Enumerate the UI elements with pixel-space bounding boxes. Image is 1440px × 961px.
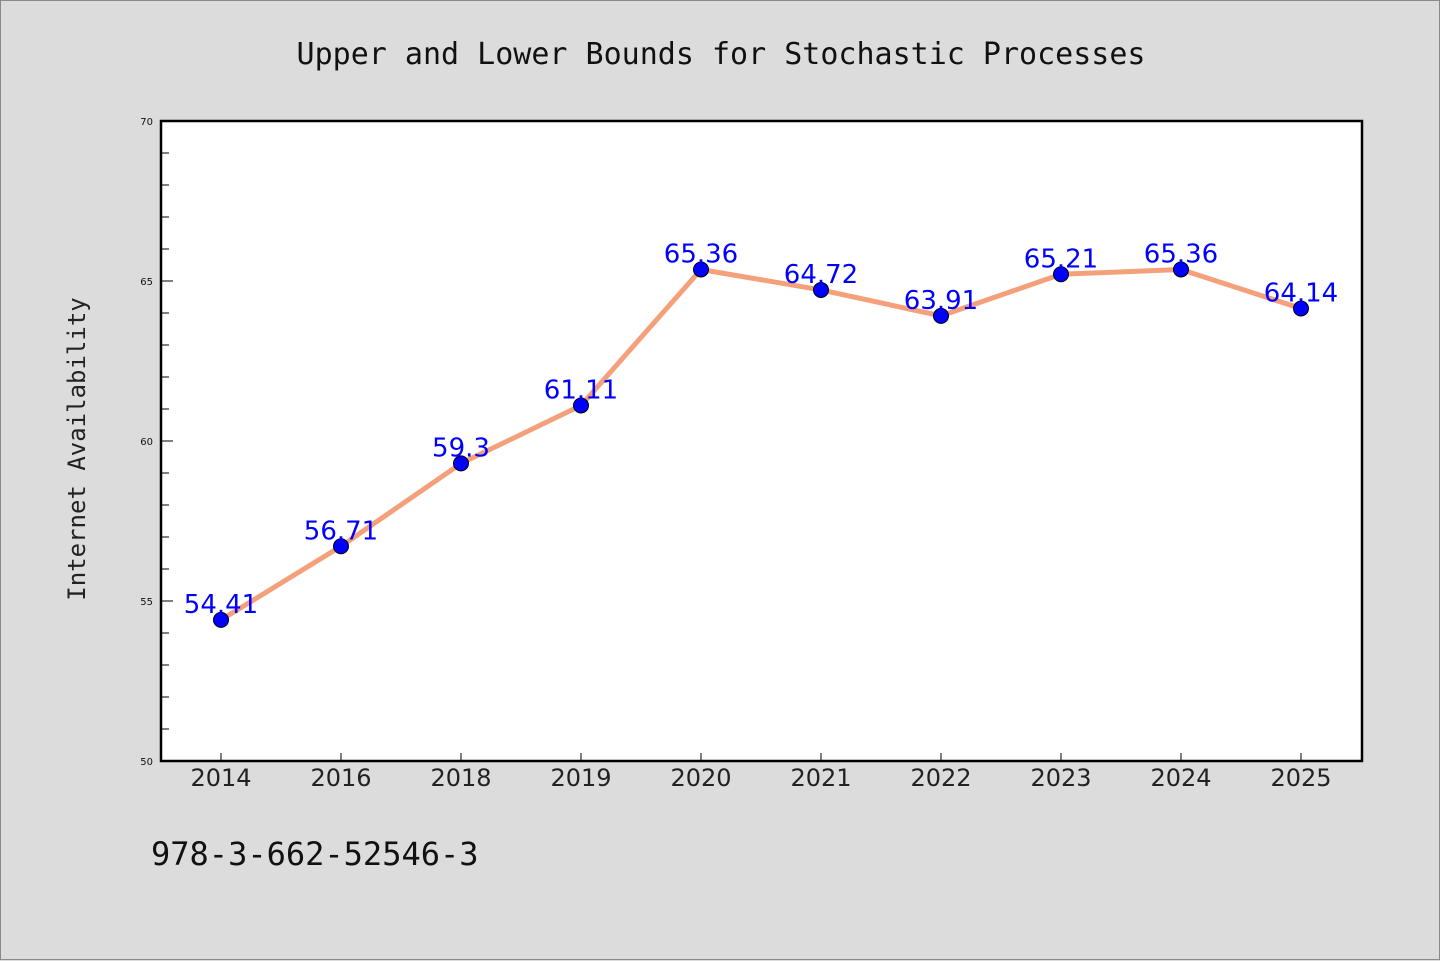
isbn-footer: 978-3-662-52546-3 (151, 835, 479, 873)
data-point-marker (1293, 300, 1309, 317)
data-point-label: 56.71 (304, 516, 378, 546)
data-point-label: 63.91 (904, 286, 978, 316)
x-tick-label: 2024 (1150, 764, 1211, 792)
y-tick-label: 60 (140, 437, 153, 448)
x-tick-label: 2023 (1030, 764, 1091, 792)
x-tick-label: 2019 (550, 764, 611, 792)
data-point-label: 54.41 (184, 590, 258, 620)
data-point-marker (333, 538, 349, 555)
data-point-marker (573, 397, 589, 414)
data-point-label: 61.11 (544, 375, 618, 405)
x-tick-label: 2021 (790, 764, 851, 792)
x-tick-label: 2020 (670, 764, 731, 792)
data-point-marker (213, 611, 229, 628)
x-tick-label: 2022 (910, 764, 971, 792)
data-point-marker (933, 307, 949, 324)
data-point-marker (453, 455, 469, 472)
plot-area (159, 119, 1364, 763)
data-point-marker (813, 281, 829, 298)
y-tick-label: 70 (140, 117, 153, 128)
x-tick-label: 2018 (430, 764, 491, 792)
x-tick-label: 2016 (310, 764, 371, 792)
data-point-marker (693, 261, 709, 278)
data-point-label: 64.72 (784, 260, 858, 290)
x-tick-label: 2025 (1270, 764, 1331, 792)
y-axis-ticks: 50 55 60 65 70 (140, 117, 173, 768)
y-tick-label: 50 (140, 757, 153, 768)
x-tick-label: 2014 (190, 764, 251, 792)
data-markers (213, 261, 1309, 628)
data-point-label: 65.21 (1024, 244, 1098, 274)
series-line (218, 266, 1304, 623)
data-labels: 54.41 56.71 59.3 61.11 65.36 64.72 63.91 65.21 6… (184, 239, 1338, 619)
data-point-marker (1173, 261, 1189, 278)
data-point-label: 65.36 (664, 239, 738, 269)
x-axis-ticks: 2014 2016 2018 2019 2020 2021 2022 2023 2024 2025 (190, 753, 1332, 792)
data-point-label: 64.14 (1264, 279, 1338, 309)
data-point-marker (1053, 266, 1069, 283)
data-point-label: 65.36 (1144, 239, 1218, 269)
chart-title: Upper and Lower Bounds for Stochastic Pr… (297, 37, 1146, 72)
data-point-label: 59.3 (432, 433, 490, 463)
y-tick-label: 55 (140, 597, 153, 608)
y-axis-label: Internet Availability (63, 297, 91, 600)
y-tick-label: 65 (140, 277, 153, 288)
